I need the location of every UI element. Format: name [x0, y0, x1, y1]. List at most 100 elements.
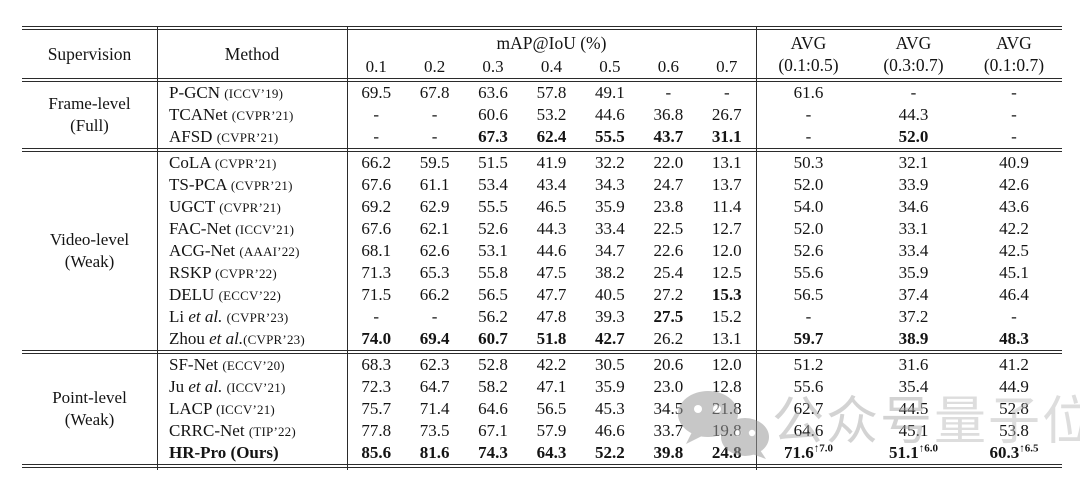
value-cell: 33.4 [898, 241, 929, 260]
value-cell: 67.6 [361, 219, 392, 238]
value-cell: 15.3 [711, 285, 742, 304]
value-cell: 47.5 [536, 263, 567, 282]
value-cell: 43.4 [536, 175, 567, 194]
method-cell: Ju et al. (ICCV’21) [169, 377, 286, 396]
value-cell: 46.6 [595, 421, 625, 440]
method-cell: DELU (ECCV’22) [169, 285, 282, 304]
column-header-supervision: Supervision [47, 44, 132, 64]
value-cell: 66.2 [361, 153, 392, 172]
value-cell: 53.4 [478, 175, 508, 194]
method-cell: HR-Pro (Ours) [169, 443, 279, 462]
method-cell: CoLA (CVPR’21) [169, 153, 277, 172]
method-cell: Li et al. (CVPR’23) [169, 307, 289, 326]
value-cell: 74.3 [478, 443, 508, 462]
value-cell: 44.6 [536, 241, 567, 260]
value-cell: 57.8 [536, 83, 567, 102]
value-cell: 12.5 [711, 263, 742, 282]
group-separator-rule-0 [22, 148, 1062, 152]
value-cell: 52.8 [478, 355, 508, 374]
value-cell: 33.4 [595, 219, 625, 238]
value-cell: 62.9 [419, 197, 450, 216]
table-vertical-rule-1 [347, 26, 348, 470]
value-cell: 42.5 [999, 241, 1029, 260]
value-cell: - [431, 307, 438, 326]
method-cell: UGCT (CVPR’21) [169, 197, 281, 216]
value-cell: 64.6 [793, 421, 824, 440]
value-cell: 69.2 [361, 197, 392, 216]
value-cell: 26.7 [711, 105, 742, 124]
column-header-avg-0.1:0.5: AVG (0.1:0.5) [778, 33, 839, 75]
value-cell: 60.6 [478, 105, 508, 124]
value-cell: 43.6 [999, 197, 1029, 216]
value-cell: 26.2 [653, 329, 684, 348]
value-cell: 59.5 [419, 153, 450, 172]
value-cell: 12.0 [711, 241, 742, 260]
value-cell: 24.7 [653, 175, 684, 194]
value-cell: 37.2 [898, 307, 929, 326]
value-cell: 34.6 [898, 197, 929, 216]
column-header-iou-0.4: 0.4 [540, 57, 563, 76]
value-cell: - [805, 105, 812, 124]
value-cell: 47.1 [536, 377, 567, 396]
column-header-avg-0.1:0.7: AVG (0.1:0.7) [983, 33, 1045, 75]
value-cell: 68.3 [361, 355, 392, 374]
value-cell: 44.3 [536, 219, 567, 238]
value-cell: 32.2 [595, 153, 625, 172]
value-cell: 42.2 [999, 219, 1029, 238]
value-cell: 55.5 [595, 127, 625, 146]
value-cell: 33.9 [898, 175, 929, 194]
value-cell: 53.2 [536, 105, 567, 124]
wechat-logo-icon [678, 391, 769, 459]
value-cell: 49.1 [595, 83, 625, 102]
value-cell: 33.7 [653, 421, 684, 440]
column-header-avg-0.3:0.7: AVG (0.3:0.7) [883, 33, 944, 75]
value-cell: - [373, 127, 380, 146]
value-cell: 63.6 [478, 83, 508, 102]
value-cell: 69.4 [419, 329, 450, 348]
value-cell: 20.6 [653, 355, 684, 374]
value-cell: 77.8 [361, 421, 392, 440]
method-cell: RSKP (CVPR’22) [169, 263, 277, 282]
value-cell: - [373, 105, 380, 124]
value-cell: 52.6 [478, 219, 508, 238]
value-cell: 46.4 [999, 285, 1029, 304]
value-cell: 53.8 [999, 421, 1029, 440]
value-cell: 64.7 [419, 377, 450, 396]
value-cell: 27.2 [653, 285, 684, 304]
value-cell: 52.6 [793, 241, 824, 260]
value-cell: 55.6 [793, 377, 824, 396]
value-cell: - [373, 307, 380, 326]
value-cell: 40.5 [595, 285, 625, 304]
value-cell: 42.2 [536, 355, 567, 374]
value-cell: 35.9 [595, 377, 625, 396]
value-cell: 37.4 [898, 285, 929, 304]
value-cell: 27.5 [653, 307, 684, 326]
value-cell: 23.8 [653, 197, 684, 216]
method-cell: SF-Net (ECCV’20) [169, 355, 285, 374]
value-cell: 45.3 [595, 399, 625, 418]
value-cell: 35.9 [898, 263, 929, 282]
table-vertical-rule-2 [756, 26, 757, 470]
column-header-iou-0.5: 0.5 [599, 57, 621, 76]
value-cell: 67.6 [361, 175, 392, 194]
value-cell: 23.0 [653, 377, 684, 396]
value-cell: 55.5 [478, 197, 508, 216]
value-cell: 42.7 [595, 329, 625, 348]
value-cell: 32.1 [898, 153, 929, 172]
value-cell: 60.7 [478, 329, 508, 348]
value-cell: 64.3 [536, 443, 567, 462]
supervision-group-label-0: Frame-level (Full) [48, 94, 131, 135]
value-cell: 61.1 [419, 175, 450, 194]
value-cell: 44.9 [999, 377, 1029, 396]
value-cell: 41.2 [999, 355, 1029, 374]
value-cell: 53.1 [478, 241, 508, 260]
method-cell: FAC-Net (ICCV’21) [169, 219, 295, 238]
results-table: Supervision Method mAP@IoU (%) 0.1 0.2 0.3… [22, 26, 1062, 470]
value-cell: 13.1 [711, 329, 742, 348]
column-header-iou-0.2: 0.2 [424, 57, 446, 76]
value-cell: 38.2 [595, 263, 625, 282]
value-cell: 73.5 [419, 421, 450, 440]
value-cell: 30.5 [595, 355, 625, 374]
value-cell: 39.8 [653, 443, 684, 462]
